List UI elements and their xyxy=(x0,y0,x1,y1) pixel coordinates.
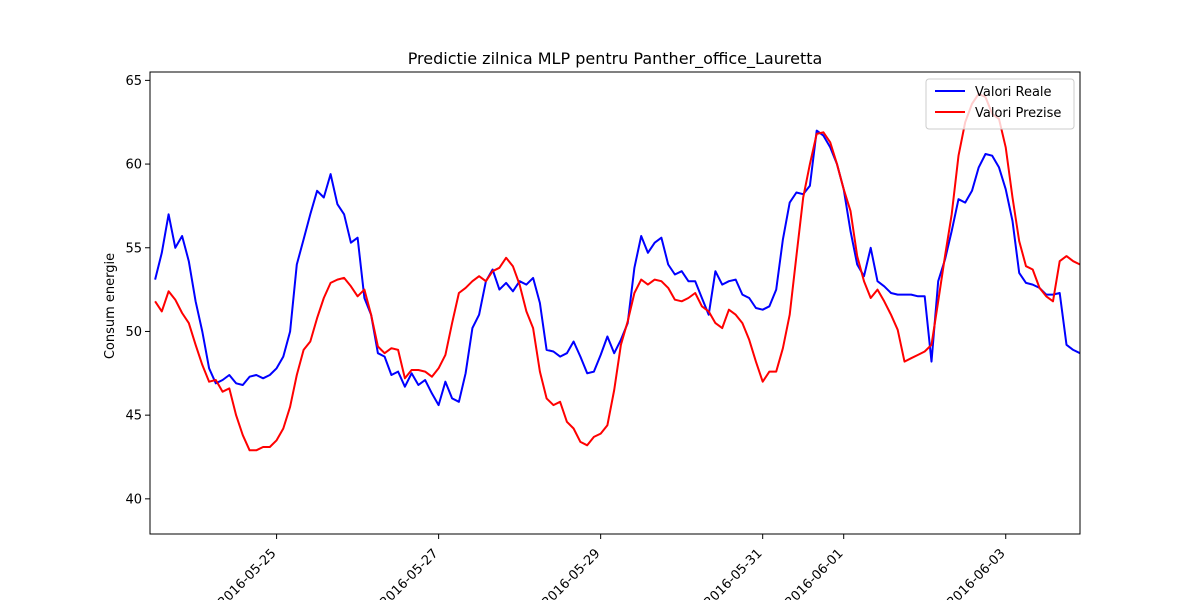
plot-area xyxy=(149,71,1081,535)
y-tick-label: 55 xyxy=(125,241,142,256)
y-tick-label: 45 xyxy=(125,409,142,424)
plot-frame xyxy=(149,71,1081,535)
y-axis-label: Consum energie xyxy=(103,253,118,359)
legend-label-valori-reale: Valori Reale xyxy=(975,85,1052,100)
series-line-valori-reale xyxy=(154,129,1081,407)
legend-label-valori-prezise: Valori Prezise xyxy=(975,106,1061,121)
chart-title: Predictie zilnica MLP pentru Panther_off… xyxy=(408,49,823,69)
y-tick-label: 50 xyxy=(125,325,142,340)
y-tick-label: 60 xyxy=(125,158,142,173)
y-tick-label: 65 xyxy=(125,74,142,89)
series-line-valori-prezise xyxy=(154,92,1081,452)
y-axis: 40 45 50 55 60 65 xyxy=(125,74,150,507)
legend: Valori Reale Valori Prezise xyxy=(925,78,1075,130)
y-tick-label: 40 xyxy=(125,492,142,507)
series-layer xyxy=(154,92,1081,452)
